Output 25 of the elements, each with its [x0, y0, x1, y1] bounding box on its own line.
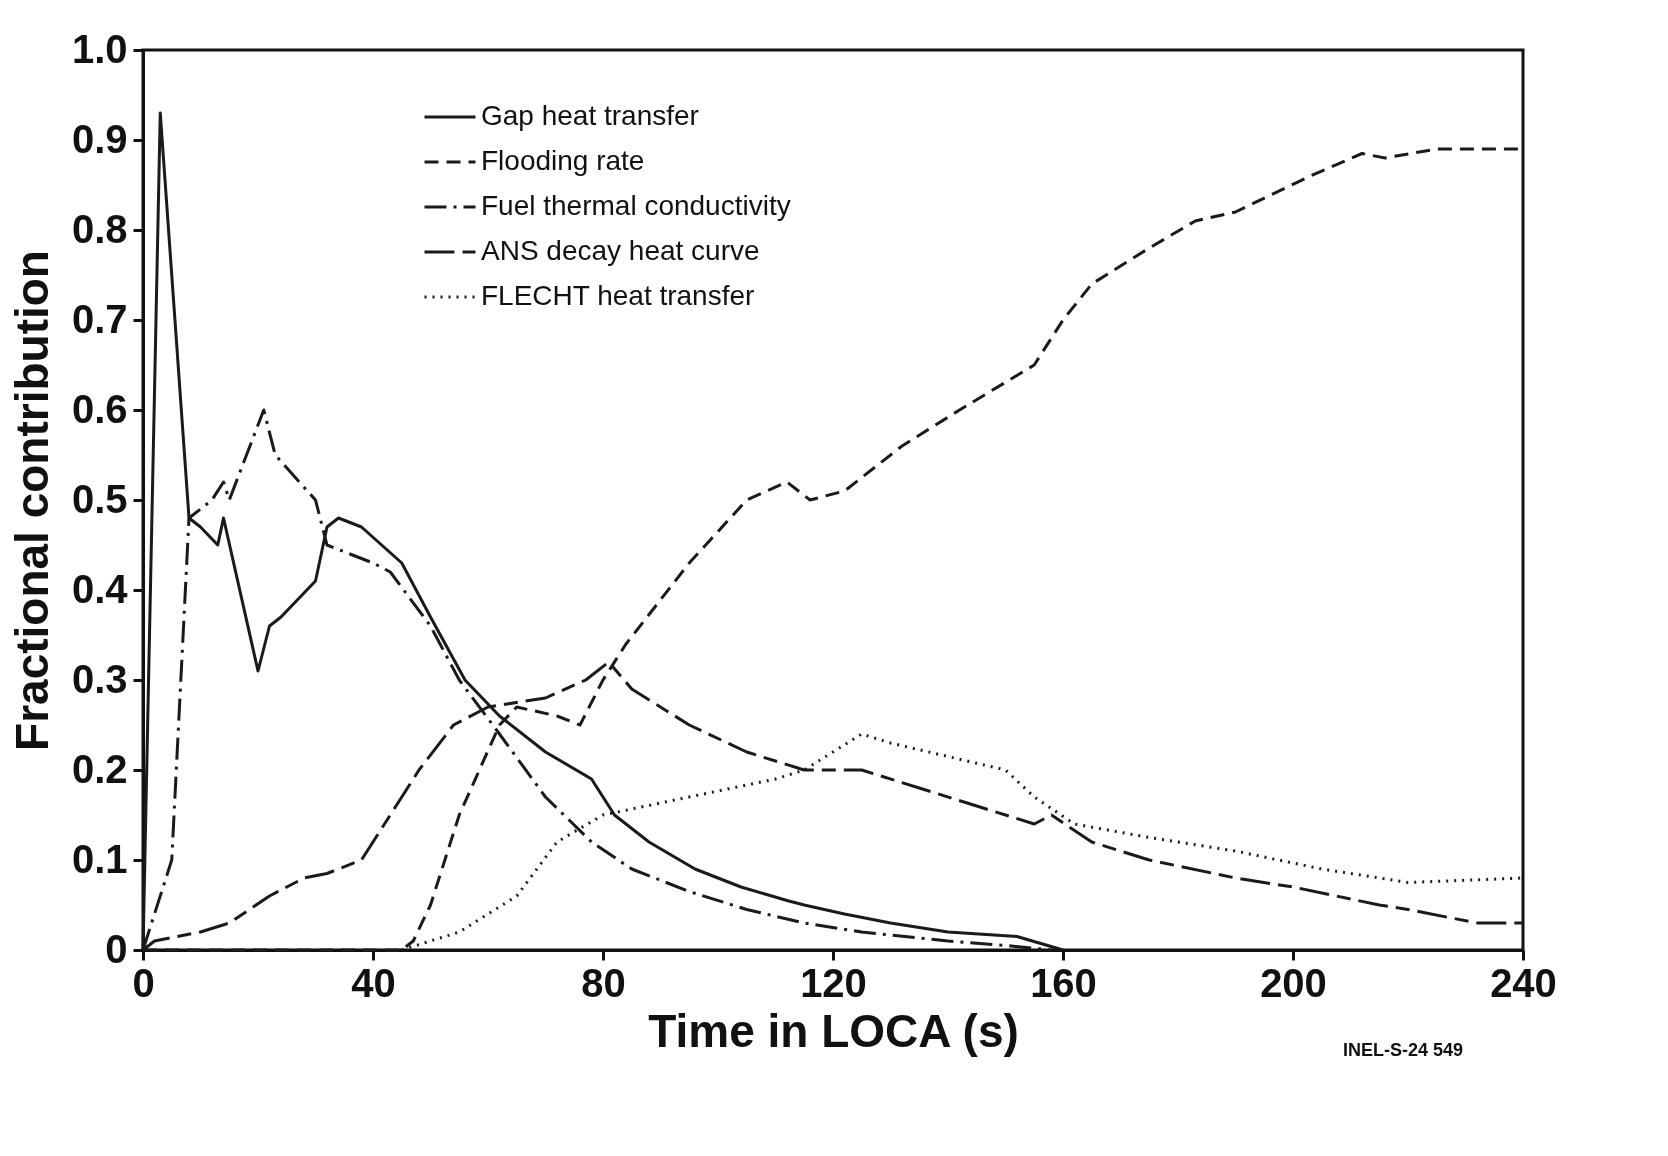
y-tick-label: 0.4 — [71, 566, 129, 611]
x-axis-title: Time in LOCA (s) — [648, 1004, 1019, 1057]
legend-label: Fuel thermal conductivity — [481, 190, 791, 221]
y-tick-label: 1.0 — [71, 26, 128, 71]
text: INEL-S-24 549 — [1342, 1040, 1463, 1060]
y-tick-label: 0.3 — [71, 656, 128, 701]
legend-label: Gap heat transfer — [481, 100, 699, 131]
y-axis-title: Fractional contribution — [5, 250, 58, 751]
y-tick-label: 0.1 — [71, 836, 128, 881]
y-tick-label: 0.9 — [71, 116, 128, 161]
x-tick-label: 120 — [800, 960, 867, 1005]
y-tick-label: 0.2 — [71, 746, 128, 791]
x-tick-label: 80 — [581, 960, 626, 1005]
legend-label: Flooding rate — [481, 145, 645, 176]
legend-label: ANS decay heat curve — [481, 235, 760, 266]
x-tick-label: 240 — [1490, 960, 1557, 1005]
y-tick-label: 0.5 — [71, 476, 128, 521]
y-tick-label: 0.8 — [71, 206, 128, 251]
x-tick-label: 160 — [1030, 960, 1097, 1005]
legend-label: FLECHT heat transfer — [481, 280, 755, 311]
x-tick-label: 40 — [351, 960, 396, 1005]
y-tick-label: 0 — [105, 926, 128, 971]
x-tick-label: 200 — [1260, 960, 1327, 1005]
y-tick-label: 0.7 — [71, 296, 128, 341]
y-tick-label: 0.6 — [71, 386, 128, 431]
